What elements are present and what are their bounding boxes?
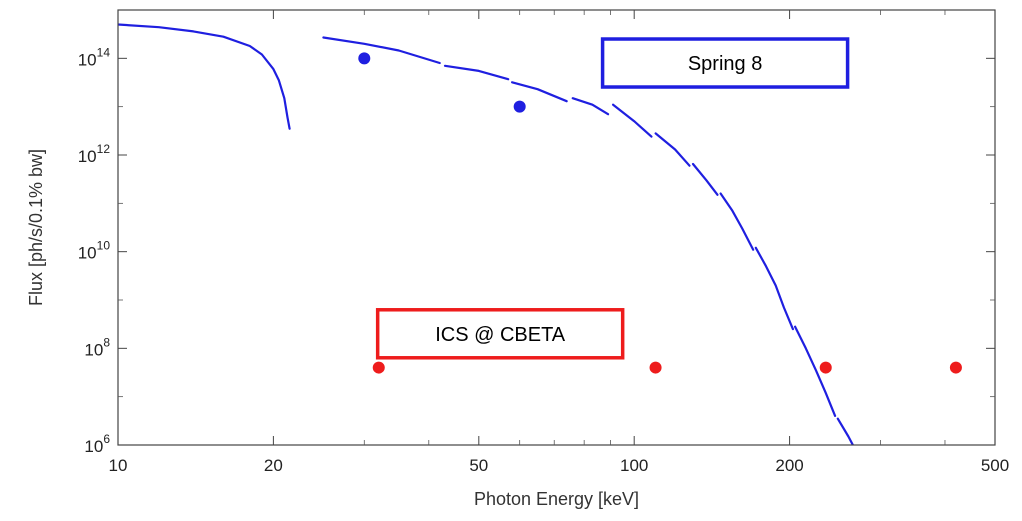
x-tick-label: 500 (981, 456, 1009, 475)
x-axis-label: Photon Energy [keV] (474, 489, 639, 509)
annotation-text: Spring 8 (688, 53, 763, 75)
spring8-curve-segment (754, 246, 795, 331)
spring8-curve-segment (793, 325, 837, 417)
spring8-curve-segment (611, 103, 653, 138)
x-tick-label: 100 (620, 456, 648, 475)
axis-ticks: 10 20 50 100 200 500 106 108 1010 1012 1014 (78, 10, 1009, 475)
ics-point (819, 361, 832, 374)
x-tick-label: 200 (775, 456, 803, 475)
spring8-curve-segment (691, 162, 719, 196)
marker-group (358, 52, 962, 374)
annotation-frame (375, 308, 625, 360)
spring8-curve-segment (510, 81, 568, 103)
spring8-curve-segment (443, 64, 510, 81)
spring8-curve-segment (719, 192, 755, 251)
y-tick-label: 106 (84, 432, 110, 456)
x-tick-label: 20 (264, 456, 283, 475)
spring8-curve-group (118, 23, 855, 445)
annotation-box: ICS @ CBETA (375, 308, 625, 360)
y-tick-label: 1014 (78, 45, 111, 69)
spring8-point (358, 52, 371, 65)
annotation-frame (600, 37, 850, 89)
y-tick-label: 1010 (78, 239, 111, 263)
y-tick-label: 108 (84, 335, 110, 359)
annotation-box: Spring 8 (600, 37, 850, 89)
x-tick-label: 10 (109, 456, 128, 475)
spring8-curve-segment (322, 36, 441, 65)
spring8-point (513, 100, 526, 113)
y-axis-label: Flux [ph/s/0.1% bw] (26, 149, 46, 306)
y-tick-label: 1012 (78, 142, 111, 166)
ics-point (949, 361, 962, 374)
ics-point (649, 361, 662, 374)
spring8-curve-segment (571, 97, 610, 116)
ics-point (372, 361, 385, 374)
annotation-text: ICS @ CBETA (435, 324, 566, 346)
plot-frame (117, 9, 996, 446)
spring8-curve-segment (654, 132, 691, 167)
spring8-curve-segment (118, 23, 291, 130)
x-tick-label: 50 (469, 456, 488, 475)
spring8-curve-segment (836, 417, 855, 445)
annotation-group: Spring 8 ICS @ CBETA (375, 37, 850, 360)
